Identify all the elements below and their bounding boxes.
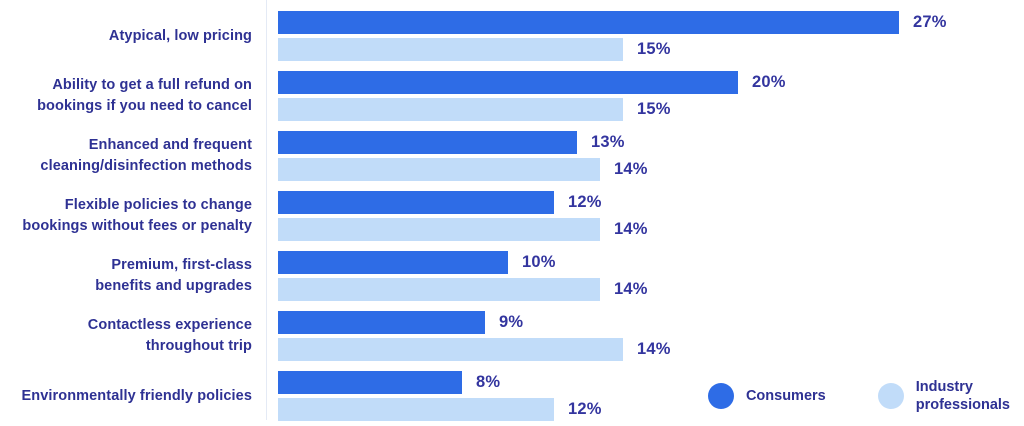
- bar-groups: Atypical, low pricing 27% 15% Ability to ge…: [0, 11, 1024, 421]
- bars-cell: 8% 12%: [252, 371, 1024, 421]
- bar-group: Atypical, low pricing 27% 15%: [0, 11, 1024, 61]
- bar-line: 27%: [278, 11, 1024, 34]
- category-label: Environmentally friendly policies: [21, 387, 252, 404]
- category-label: Ability to get a full refund on bookings…: [37, 77, 252, 114]
- value-label: 13%: [591, 133, 625, 151]
- bar-line: 14%: [278, 158, 1024, 181]
- value-label: 10%: [522, 253, 556, 271]
- bar-line: 10%: [278, 251, 1024, 274]
- bar-line: 13%: [278, 131, 1024, 154]
- industry-professionals-bar: [278, 218, 600, 241]
- value-label: 14%: [614, 160, 648, 178]
- bar-line: 14%: [278, 338, 1024, 361]
- industry-professionals-bar: [278, 398, 554, 421]
- legend-item-industry-professionals: Industry professionals: [877, 378, 1010, 414]
- value-label: 14%: [637, 340, 671, 358]
- bar-group: Premium, first-class benefits and upgrad…: [0, 251, 1024, 301]
- bar-line: 12%: [278, 398, 1024, 421]
- industry-professionals-bar: [278, 38, 623, 61]
- bars-cell: 20% 15%: [252, 71, 1024, 121]
- value-label: 14%: [614, 220, 648, 238]
- consumers-bar: [278, 371, 462, 394]
- value-label: 15%: [637, 40, 671, 58]
- industry-professionals-swatch-icon: [877, 383, 904, 409]
- consumers-bar: [278, 251, 508, 274]
- value-label: 27%: [913, 13, 947, 31]
- bar-line: 15%: [278, 38, 1024, 61]
- bar-line: 14%: [278, 278, 1024, 301]
- value-label: 12%: [568, 193, 602, 211]
- category-label: Enhanced and frequent cleaning/disinfect…: [40, 137, 252, 174]
- value-label: 8%: [476, 373, 501, 391]
- bars-cell: 12% 14%: [252, 191, 1024, 241]
- bars-cell: 9% 14%: [252, 311, 1024, 361]
- industry-professionals-bar: [278, 98, 623, 121]
- bar-line: 15%: [278, 98, 1024, 121]
- bar-group: Enhanced and frequent cleaning/disinfect…: [0, 131, 1024, 181]
- value-label: 12%: [568, 400, 602, 418]
- consumers-bar: [278, 71, 738, 94]
- bar-group: Environmentally friendly policies 8% 12%: [0, 371, 1024, 421]
- value-label: 20%: [752, 73, 786, 91]
- value-label: 15%: [637, 100, 671, 118]
- consumers-bar: [278, 311, 485, 334]
- consumers-swatch-icon: [707, 383, 734, 409]
- consumers-bar: [278, 11, 899, 34]
- consumers-bar: [278, 131, 577, 154]
- industry-professionals-bar: [278, 158, 600, 181]
- category-label: Flexible policies to change bookings wit…: [22, 197, 252, 234]
- value-label: 9%: [499, 313, 524, 331]
- bar-line: 12%: [278, 191, 1024, 214]
- category-label: Premium, first-class benefits and upgrad…: [95, 257, 252, 294]
- consumers-bar: [278, 191, 554, 214]
- bar-group: Flexible policies to change bookings wit…: [0, 191, 1024, 241]
- bar-group: Ability to get a full refund on bookings…: [0, 71, 1024, 121]
- legend: Consumers Industry professionals: [707, 378, 1010, 414]
- legend-label: Consumers: [745, 388, 826, 404]
- axis-divider-line: [266, 0, 267, 420]
- value-label: 14%: [614, 280, 648, 298]
- bars-cell: 13% 14%: [252, 131, 1024, 181]
- bar-line: 20%: [278, 71, 1024, 94]
- legend-label: Industry professionals: [915, 379, 1010, 413]
- bar-line: 9%: [278, 311, 1024, 334]
- bars-cell: 27% 15%: [252, 11, 1024, 61]
- bar-group: Contactless experience throughout trip 9%…: [0, 311, 1024, 361]
- bars-cell: 10% 14%: [252, 251, 1024, 301]
- bar-line: 14%: [278, 218, 1024, 241]
- industry-professionals-bar: [278, 278, 600, 301]
- bar-line: 8%: [278, 371, 1024, 394]
- category-label: Contactless experience throughout trip: [87, 317, 252, 354]
- industry-professionals-bar: [278, 338, 623, 361]
- category-label: Atypical, low pricing: [108, 27, 252, 44]
- legend-item-consumers: Consumers: [707, 383, 826, 409]
